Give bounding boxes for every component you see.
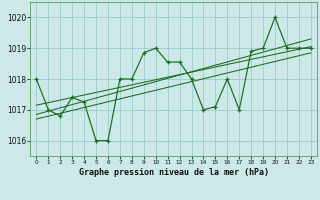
X-axis label: Graphe pression niveau de la mer (hPa): Graphe pression niveau de la mer (hPa) [79, 168, 268, 177]
